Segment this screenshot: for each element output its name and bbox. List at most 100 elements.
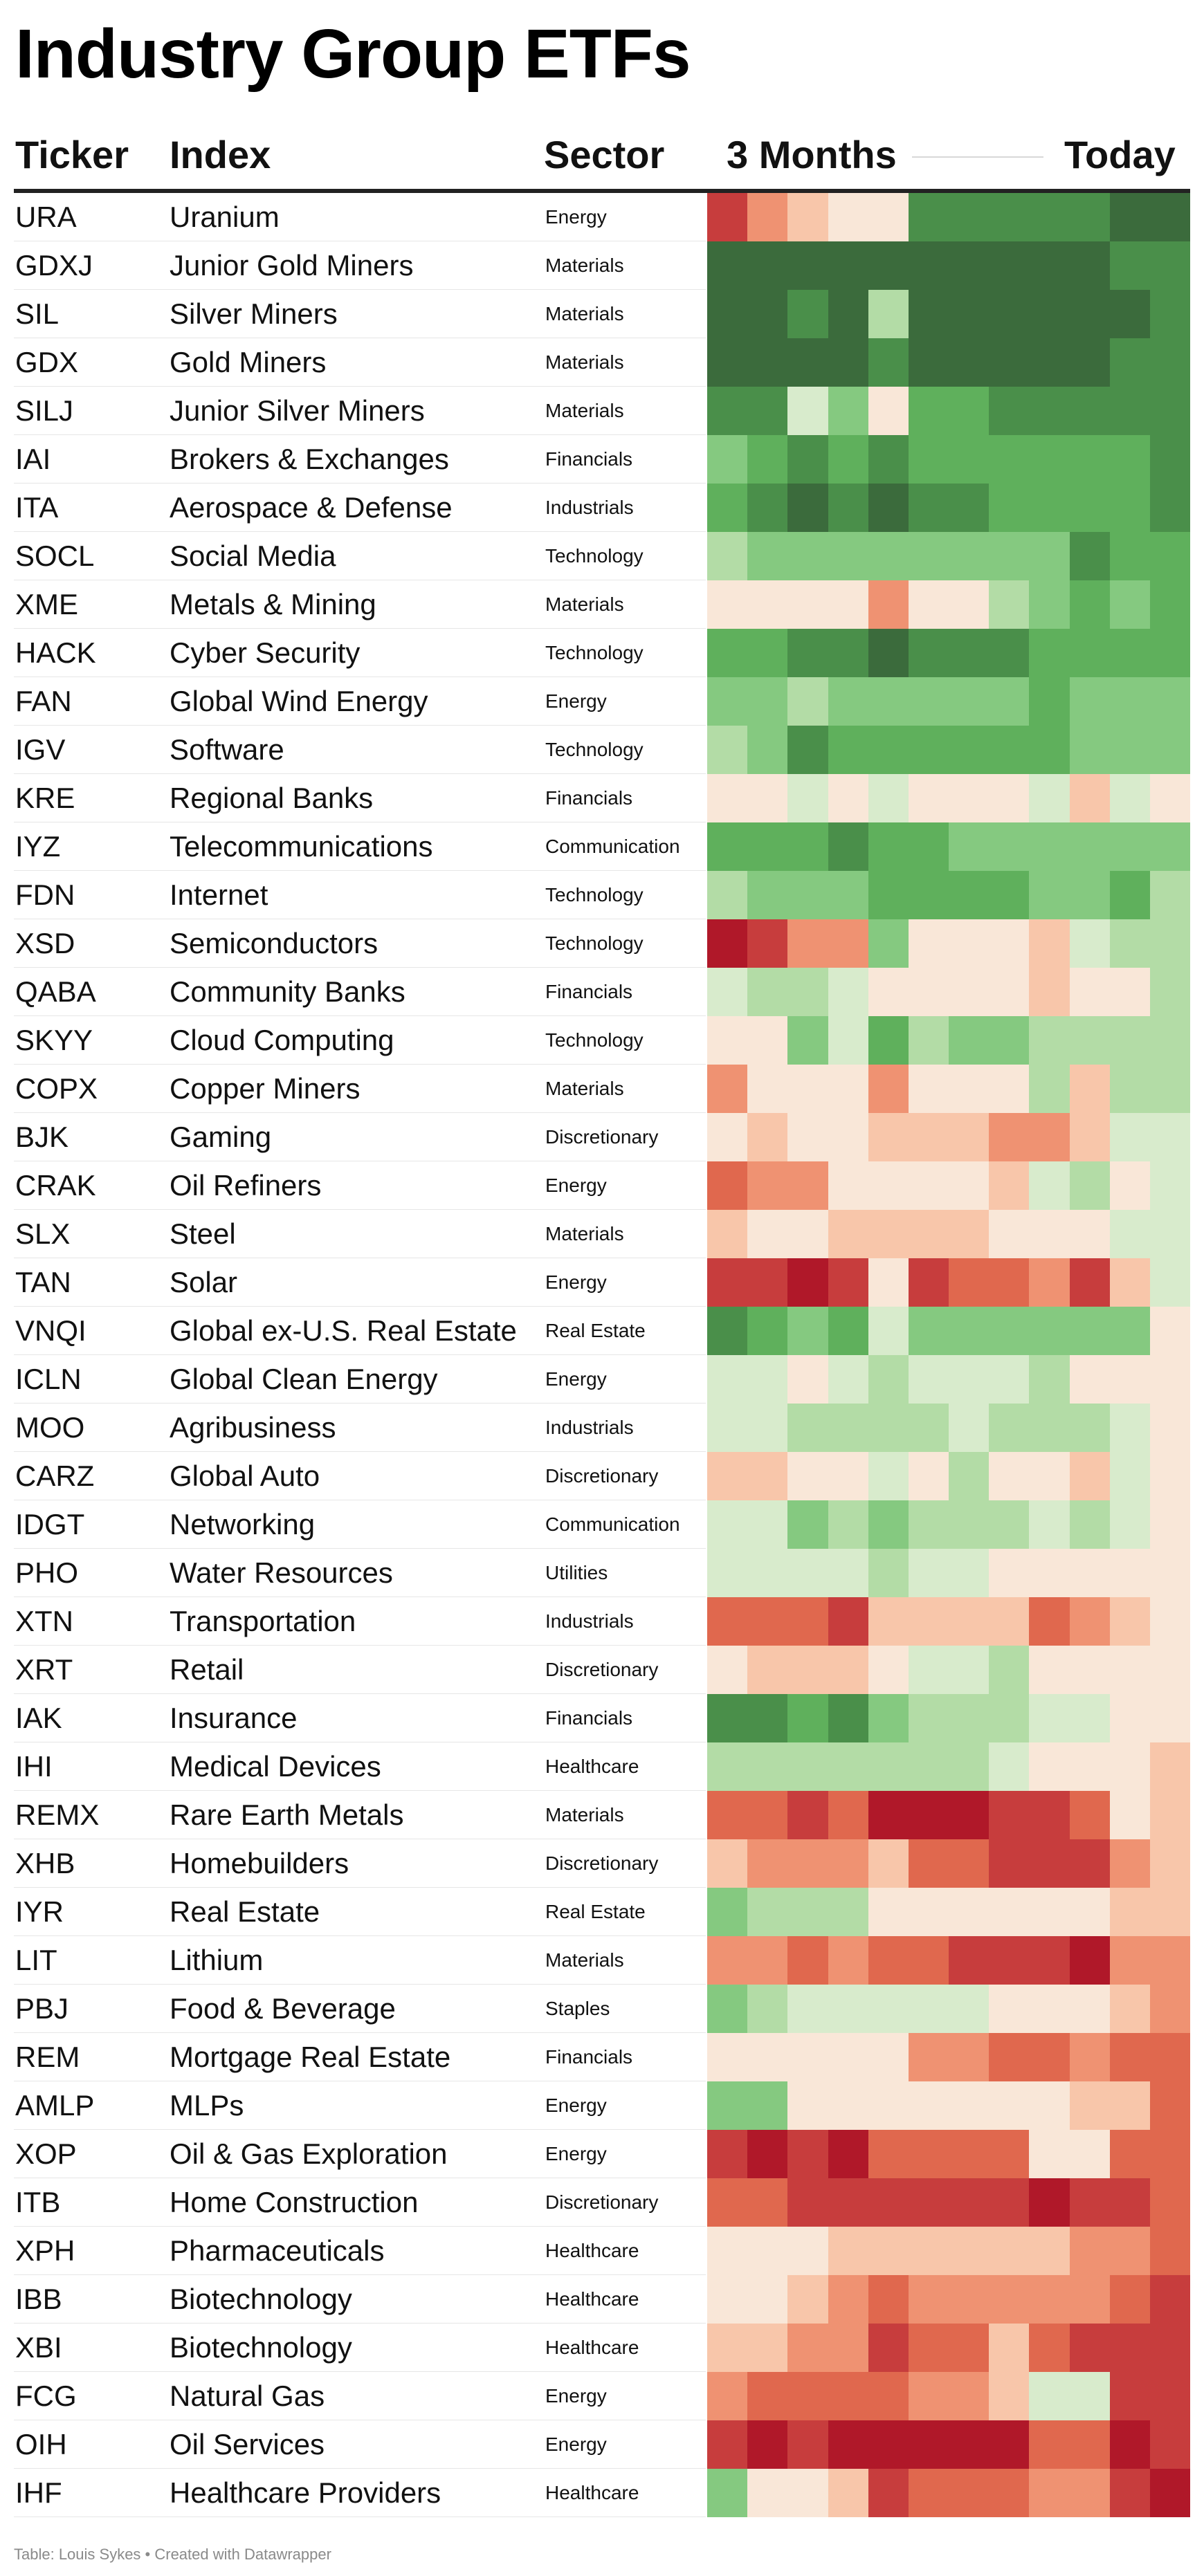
heatmap-cell [828, 1549, 868, 1597]
index-cell: Regional Banks [170, 782, 374, 814]
index-cell: Cloud Computing [170, 1024, 394, 1056]
heatmap-strip [707, 1694, 1191, 1742]
heatmap-cell [908, 387, 949, 435]
heatmap-cell [828, 290, 868, 338]
heatmap-cell [949, 193, 989, 241]
heatmap-cell [1109, 1016, 1150, 1065]
heatmap-cell [989, 629, 1030, 677]
heatmap-cell [1149, 2324, 1191, 2372]
heatmap-cell [828, 1113, 868, 1161]
heatmap-strip [707, 1307, 1191, 1355]
heatmap-cell [908, 1888, 949, 1936]
heatmap-cell [707, 1404, 748, 1452]
heatmap-cell [828, 1404, 868, 1452]
heatmap-cell [868, 1016, 909, 1065]
heatmap-cell [989, 968, 1030, 1016]
heatmap-cell [787, 2469, 828, 2517]
heatmap-cell [868, 1307, 909, 1355]
heatmap-cell [949, 726, 989, 774]
heatmap-cell [828, 1597, 868, 1646]
table-row: HACK Cyber Security Technology [0, 629, 1204, 677]
heatmap-strip [707, 1549, 1191, 1597]
heatmap-cell [949, 1307, 989, 1355]
heatmap-cell [1069, 1210, 1110, 1258]
table-row: IAI Brokers & Exchanges Financials [0, 435, 1204, 484]
heatmap-cell [1149, 1307, 1191, 1355]
heatmap-cell [747, 919, 788, 968]
row-divider [14, 1693, 706, 1694]
heatmap-cell [828, 338, 868, 387]
heatmap-cell [1069, 2469, 1110, 2517]
index-cell: Telecommunications [170, 830, 433, 863]
heatmap-cell [828, 1936, 868, 1985]
table-row: URA Uranium Energy [0, 193, 1204, 241]
row-divider [14, 434, 706, 435]
heatmap-cell [707, 1113, 748, 1161]
heatmap-cell [707, 1016, 748, 1065]
heatmap-cell [908, 1791, 949, 1839]
heatmap-cell [868, 338, 909, 387]
sector-cell: Utilities [545, 1562, 608, 1583]
heatmap-cell [1109, 580, 1150, 629]
index-cell: Steel [170, 1217, 236, 1250]
heatmap-cell [908, 241, 949, 290]
heatmap-cell [908, 1694, 949, 1742]
table-row: FAN Global Wind Energy Energy [0, 677, 1204, 726]
heatmap-cell [787, 1791, 828, 1839]
heatmap-cell [1149, 1597, 1191, 1646]
heatmap-cell [1149, 677, 1191, 726]
heatmap-cell [1029, 1307, 1070, 1355]
heatmap-cell [1149, 387, 1191, 435]
heatmap-cell [1069, 435, 1110, 484]
ticker-cell: SLX [15, 1217, 71, 1250]
heatmap-cell [787, 1500, 828, 1549]
heatmap-cell [707, 774, 748, 822]
sector-cell: Healthcare [545, 2337, 639, 2358]
index-cell: Insurance [170, 1702, 298, 1734]
heatmap-cell [1149, 774, 1191, 822]
heatmap-cell [747, 1694, 788, 1742]
sector-cell: Energy [545, 206, 607, 228]
heatmap-cell [989, 2033, 1030, 2081]
ticker-cell: ITB [15, 2186, 61, 2218]
heatmap-cell [747, 2372, 788, 2420]
heatmap-cell [1029, 968, 1070, 1016]
heatmap-cell [989, 1500, 1030, 1549]
table-footer: Table: Louis Sykes • Created with Datawr… [14, 2546, 331, 2563]
sector-cell: Technology [545, 545, 644, 567]
heatmap-cell [828, 1694, 868, 1742]
heatmap-cell [1069, 387, 1110, 435]
heatmap-strip [707, 2420, 1191, 2469]
column-header-index[interactable]: Index [170, 133, 271, 176]
heatmap-cell [949, 1016, 989, 1065]
index-cell: Pharmaceuticals [170, 2234, 385, 2267]
heatmap-cell [1149, 726, 1191, 774]
heatmap-cell [1029, 241, 1070, 290]
heatmap-cell [868, 1936, 909, 1985]
heatmap-strip [707, 1113, 1191, 1161]
heatmap-cell [787, 726, 828, 774]
index-cell: Global Wind Energy [170, 685, 428, 717]
ticker-cell: MOO [15, 1411, 85, 1444]
heatmap-cell [707, 1307, 748, 1355]
column-header-sector[interactable]: Sector [544, 133, 665, 176]
sector-cell: Industrials [545, 1417, 634, 1438]
heatmap-cell [1069, 1065, 1110, 1113]
heatmap-cell [1029, 193, 1070, 241]
heatmap-cell [949, 677, 989, 726]
heatmap-cell [949, 1791, 989, 1839]
sector-cell: Energy [545, 2143, 607, 2164]
heatmap-cell [989, 774, 1030, 822]
heatmap-cell [1149, 2469, 1191, 2517]
index-cell: Semiconductors [170, 927, 378, 959]
heatmap-cell [1149, 1694, 1191, 1742]
column-header-ticker[interactable]: Ticker [15, 133, 129, 176]
heatmap-cell [787, 871, 828, 919]
sector-cell: Technology [545, 739, 644, 760]
heatmap-cell [1149, 629, 1191, 677]
heatmap-cell [828, 2227, 868, 2275]
heatmap-cell [707, 1597, 748, 1646]
heatmap-strip [707, 774, 1191, 822]
heatmap-cell [1069, 532, 1110, 580]
heatmap-cell [1109, 2033, 1150, 2081]
